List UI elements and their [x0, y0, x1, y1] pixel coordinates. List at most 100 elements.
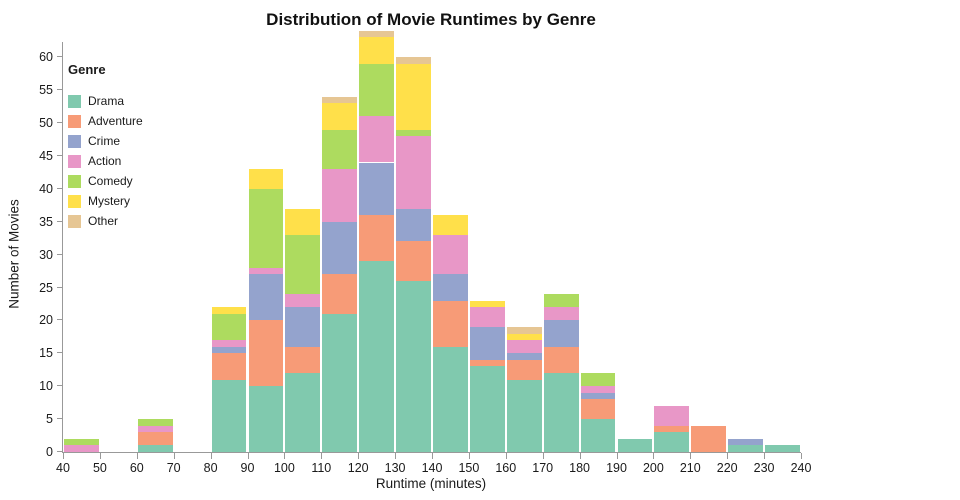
x-tick — [690, 453, 692, 459]
bar-segment-crime — [728, 438, 764, 446]
bar-segment-drama — [137, 445, 173, 452]
bar-segment-adventure — [137, 432, 173, 446]
bar-segment-comedy — [211, 313, 247, 341]
bar-segment-other — [396, 57, 431, 64]
bar-segment-action — [248, 267, 284, 275]
y-tick-label: 30 — [39, 247, 53, 262]
bar-segment-adventure — [691, 425, 727, 452]
legend-swatch-adventure — [68, 114, 81, 128]
bar-segment-mystery — [433, 215, 468, 235]
y-tick — [57, 89, 63, 91]
bar-segment-drama — [433, 346, 468, 452]
bar-segment-action — [137, 425, 173, 433]
bar-segment-crime — [433, 274, 468, 301]
bar-segment-drama — [617, 438, 653, 452]
bar-segment-action — [433, 234, 468, 275]
bar-segment-action — [543, 307, 579, 321]
bar-segment-drama — [765, 445, 800, 452]
bar-segment-comedy — [322, 129, 358, 170]
bar-segment-adventure — [543, 346, 579, 374]
legend-item-label: Mystery — [88, 194, 130, 208]
y-tick — [57, 187, 63, 189]
plot-area: 0 5 10 15 20 25 30 35 40 45 50 55 60 40 50 60 70 80 90 100 1… — [39, 30, 811, 475]
y-tick-label: 50 — [39, 116, 53, 130]
bar-segment-action — [64, 445, 99, 452]
bar-segment-other — [359, 30, 395, 38]
bar-segment-crime — [359, 162, 395, 216]
y-tick-label: 25 — [39, 280, 53, 295]
x-tick-label: 140 — [421, 461, 443, 475]
bar-segment-adventure — [322, 274, 358, 314]
x-tick-label: 240 — [790, 461, 812, 475]
x-tick-label: 200 — [642, 461, 664, 475]
y-tick-label: 40 — [39, 181, 53, 196]
x-tick — [653, 453, 655, 459]
bar-segment-crime — [543, 320, 579, 347]
x-tick — [616, 453, 618, 459]
bar-segment-adventure — [211, 353, 247, 380]
x-tick — [468, 453, 470, 459]
y-tick-label: 5 — [46, 412, 53, 427]
x-tick-label: 80 — [203, 461, 218, 475]
x-tick — [173, 453, 175, 459]
legend-item-action: Action — [68, 151, 143, 171]
bar-segment-adventure — [654, 425, 690, 433]
bar-segment-crime — [285, 307, 321, 347]
x-tick — [542, 453, 544, 459]
bar-segment-action — [285, 294, 321, 308]
x-axis-title: Runtime (minutes) — [375, 476, 487, 491]
bar-segment-action — [396, 136, 431, 209]
y-tick — [57, 451, 63, 452]
bar-segment-adventure — [285, 346, 321, 374]
x-tick-label: 90 — [240, 461, 255, 475]
bar-segment-drama — [580, 419, 616, 452]
y-tick — [57, 418, 63, 420]
legend-item-label: Other — [88, 214, 119, 228]
bar-segment-action — [580, 386, 616, 393]
y-tick-label: 45 — [39, 148, 53, 163]
x-tick-label: 220 — [716, 461, 738, 475]
x-tick-label: 120 — [347, 461, 369, 475]
x-tick — [63, 453, 64, 459]
bar-segment-crime — [322, 221, 358, 275]
bar-segment-action — [506, 340, 542, 354]
bar-segment-drama — [359, 261, 395, 452]
x-tick — [801, 453, 802, 459]
bar-segment-drama — [396, 280, 431, 452]
bar-segment-drama — [248, 386, 284, 452]
bar-segment-action — [211, 340, 247, 347]
y-tick-label: 15 — [39, 346, 53, 361]
x-tick-label: 130 — [384, 461, 406, 475]
bar-segment-comedy — [396, 129, 431, 137]
x-tick — [321, 453, 323, 459]
bar-segment-adventure — [359, 215, 395, 262]
x-tick — [432, 453, 433, 459]
bar-segment-action — [322, 169, 358, 222]
bar-segment-mystery — [359, 37, 395, 64]
bar-segment-crime — [469, 327, 505, 360]
x-tick — [210, 453, 212, 459]
bar-segment-mystery — [248, 169, 284, 189]
y-tick — [57, 253, 63, 255]
y-tick-label: 10 — [39, 379, 53, 394]
bar-segment-drama — [211, 379, 247, 452]
x-tick-label: 160 — [495, 461, 517, 475]
x-tick — [284, 453, 286, 459]
legend-swatch-mystery — [68, 194, 81, 208]
bar-segment-drama — [506, 379, 542, 452]
bar-segment-drama — [728, 445, 764, 452]
x-tick — [99, 453, 101, 459]
bar-segment-mystery — [506, 333, 542, 341]
bar-segment-crime — [396, 208, 431, 242]
legend-swatch-comedy — [68, 174, 81, 188]
bar-segment-adventure — [248, 320, 284, 387]
x-tick — [247, 453, 249, 459]
chart-title: Distribution of Movie Runtimes by Genre — [266, 10, 596, 29]
legend-item-mystery: Mystery — [68, 191, 143, 211]
bar-segment-mystery — [322, 103, 358, 130]
bar-segment-comedy — [580, 373, 616, 387]
bar-segment-crime — [580, 392, 616, 400]
bar-segment-comedy — [285, 234, 321, 295]
bar-segment-adventure — [580, 399, 616, 420]
bar-segment-drama — [285, 373, 321, 452]
